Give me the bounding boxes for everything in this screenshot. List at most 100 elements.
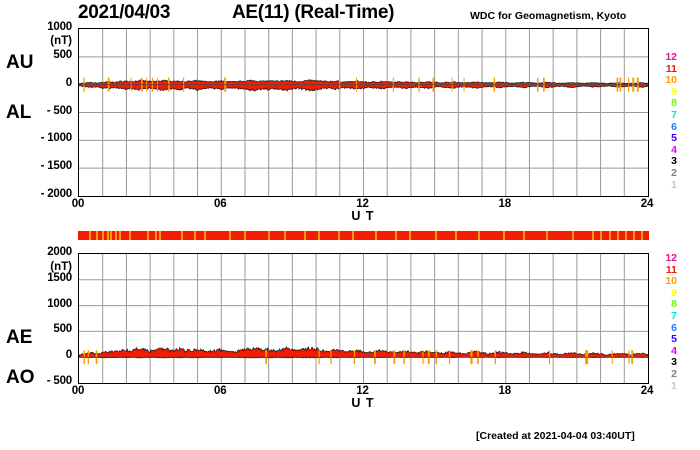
quality-mark: [546, 231, 549, 240]
chart-au-al-plot: [78, 28, 649, 197]
quality-mark: [434, 231, 437, 240]
color-scale-level: 2: [671, 367, 677, 380]
color-scale-level: 8: [671, 298, 677, 311]
color-scale-level: 7: [671, 309, 677, 322]
chart-data-band: [79, 79, 648, 92]
y-tick-label: - 1500: [40, 160, 73, 173]
axis-label-al: AL: [6, 102, 32, 123]
y-tick-label: 1500: [47, 271, 72, 284]
quality-mark: [625, 231, 627, 240]
quality-mark: [95, 231, 98, 240]
x-tick-label: 18: [498, 385, 512, 397]
color-scale-level: 4: [671, 143, 677, 156]
quality-mark: [409, 231, 412, 240]
quality-mark: [523, 231, 526, 240]
y-tick-label: 500: [53, 323, 72, 336]
color-scale-level: 12: [665, 252, 677, 264]
x-tick-label: 00: [71, 385, 85, 397]
y-tick-label: - 500: [46, 104, 72, 117]
x-tick-label: 12: [356, 198, 369, 210]
created-timestamp: [Created at 2021-04-04 03:40UT]: [476, 430, 635, 442]
y-tick-label: 1000: [47, 297, 72, 310]
x-tick-label: 18: [498, 198, 512, 210]
chart-ae-ao-unit: (nT): [50, 261, 72, 273]
color-scale-level: 7: [671, 108, 677, 121]
y-tick-label: - 500: [46, 375, 72, 387]
color-scale-level: 1: [671, 178, 677, 191]
color-scale-level: 5: [671, 132, 677, 145]
color-scale-level: 10: [665, 74, 677, 87]
quality-mark: [317, 231, 320, 240]
y-tick-label: 1000: [47, 21, 72, 33]
color-scale-level: 4: [671, 344, 677, 357]
quality-mark: [571, 231, 574, 240]
color-scale-level: 6: [671, 321, 677, 334]
quality-mark: [155, 231, 158, 240]
quality-mark: [454, 231, 457, 240]
y-tick-label: 500: [53, 48, 72, 61]
color-scale-top: 12 11 10 9 8 7 6 5 4 3 2 1: [661, 51, 687, 191]
quality-mark: [283, 231, 286, 240]
color-scale-level: 11: [665, 263, 677, 276]
quality-mark: [229, 231, 232, 240]
x-tick-label: 06: [214, 385, 227, 397]
quality-mark: [503, 231, 506, 240]
quality-mark: [303, 231, 306, 240]
quality-mark: [109, 231, 112, 240]
quality-mark: [180, 231, 183, 240]
chart-ae-ao-plot: [78, 253, 649, 384]
color-scale-level: 11: [665, 62, 677, 75]
chart-ae-ao-svg: [79, 254, 648, 383]
quality-mark: [609, 231, 611, 240]
chart-au-al-xlabel: U T: [351, 209, 375, 223]
page-title: AE(11) (Real-Time): [232, 2, 395, 23]
quality-mark: [243, 231, 246, 240]
y-tick-label: 0: [65, 349, 72, 362]
quality-mark: [114, 231, 117, 240]
x-tick-label: 00: [71, 198, 85, 210]
quality-mark: [600, 231, 603, 240]
chart-ae-ao-xlabel: U T: [351, 396, 375, 410]
quality-mark: [352, 231, 355, 240]
axis-label-ae: AE: [6, 327, 33, 348]
color-scale-level: 9: [671, 85, 677, 98]
quality-mark: [591, 231, 594, 240]
quality-mark: [89, 231, 92, 240]
y-tick-label: - 2000: [40, 188, 73, 200]
quality-mark: [129, 231, 132, 240]
x-tick-label: 24: [640, 198, 654, 210]
color-scale-level: 2: [671, 166, 677, 179]
quality-mark: [159, 231, 162, 240]
color-scale-level: 9: [671, 286, 677, 299]
quality-mark: [641, 231, 643, 240]
quality-mark: [194, 231, 197, 240]
quality-mark: [337, 231, 340, 240]
quality-mark: [374, 231, 377, 240]
color-scale-level: 10: [665, 275, 677, 288]
y-tick-label: 0: [65, 76, 72, 89]
quality-mark: [633, 231, 635, 240]
quality-mark: [101, 231, 104, 240]
x-tick-label: 06: [214, 198, 227, 210]
color-scale-level: 6: [671, 120, 677, 133]
chart-au-al-unit: (nT): [50, 35, 72, 47]
quality-mark: [617, 231, 619, 240]
quality-mark: [203, 231, 206, 240]
x-tick-label: 24: [640, 385, 654, 397]
color-scale-level: 1: [671, 379, 677, 392]
y-tick-label: - 1000: [40, 132, 73, 145]
quality-mark: [477, 231, 480, 240]
quality-mark: [267, 231, 270, 240]
axis-label-au: AU: [6, 52, 34, 73]
quality-mark: [147, 231, 150, 240]
x-tick-label: 12: [356, 385, 369, 397]
color-scale-level: 3: [671, 356, 677, 369]
chart-au-al-svg: [79, 29, 648, 196]
color-scale-level: 8: [671, 97, 677, 110]
color-scale-bottom: 12 11 10 9 8 7 6 5 4 3 2 1: [661, 252, 687, 392]
color-scale-level: 3: [671, 155, 677, 168]
chart-data-band: [79, 346, 648, 359]
data-quality-strip: [78, 231, 649, 240]
y-tick-label: 2000: [47, 246, 72, 258]
axis-label-ao: AO: [6, 367, 35, 388]
